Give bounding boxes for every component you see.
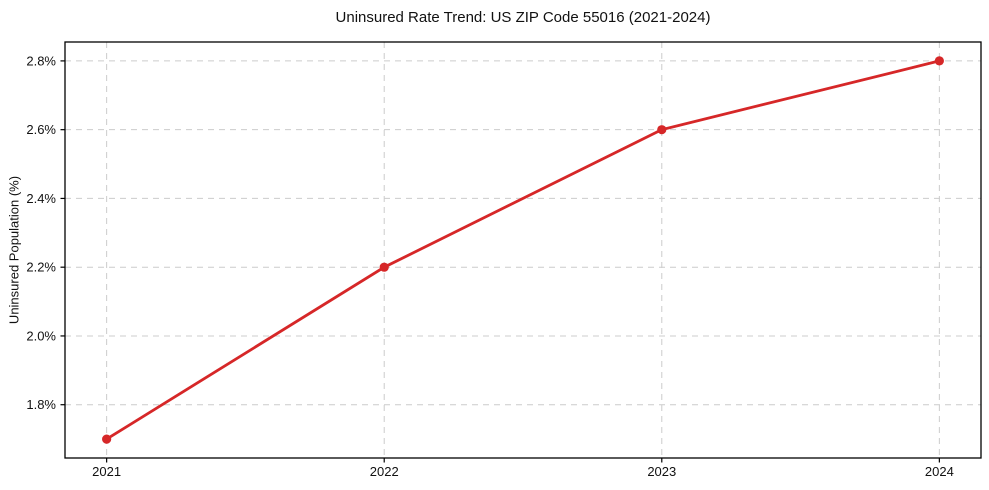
trend-line <box>105 59 941 441</box>
chart-title: Uninsured Rate Trend: US ZIP Code 55016 … <box>335 9 711 26</box>
y-tick-label: 2.4% <box>26 191 56 206</box>
y-tick-label: 2.8% <box>26 53 56 68</box>
data-point-marker <box>934 56 944 66</box>
y-tick-label: 2.6% <box>26 122 56 137</box>
x-tick-label: 2021 <box>92 464 121 479</box>
data-point-marker <box>657 125 667 135</box>
y-tick-label: 2.2% <box>26 260 56 275</box>
y-tick-label: 1.8% <box>26 397 56 412</box>
x-tick-label: 2024 <box>925 464 954 479</box>
x-tick-label: 2023 <box>647 464 676 479</box>
y-tick-label: 2.0% <box>26 328 56 343</box>
data-point-marker <box>379 262 389 272</box>
x-tick-label: 2022 <box>370 464 399 479</box>
plot-frame <box>64 41 982 459</box>
data-point-marker <box>102 434 112 444</box>
